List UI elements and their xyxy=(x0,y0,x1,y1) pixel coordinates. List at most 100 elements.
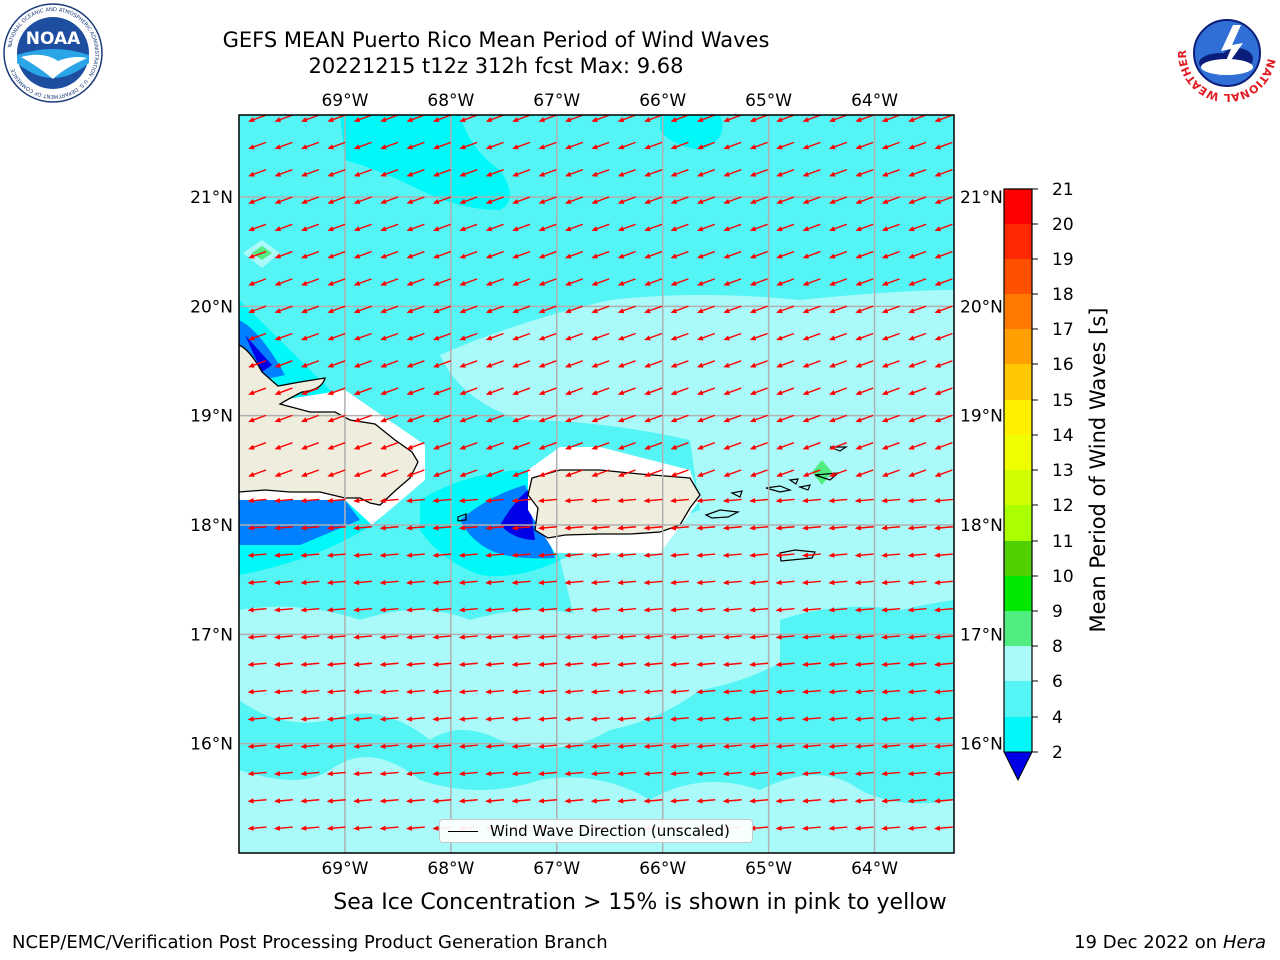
wind-arrow xyxy=(511,716,531,722)
wind-arrow xyxy=(696,442,716,450)
wind-arrow xyxy=(933,579,953,586)
wind-arrow xyxy=(511,607,531,613)
wind-arrow xyxy=(458,607,478,613)
wind-arrow xyxy=(617,387,636,395)
wind-arrow xyxy=(564,469,584,477)
wind-arrow xyxy=(749,579,769,586)
wind-arrow xyxy=(696,716,716,722)
wind-arrow xyxy=(406,141,425,150)
wind-arrow xyxy=(696,115,716,122)
wind-arrow xyxy=(432,196,452,204)
wind-arrow xyxy=(300,141,320,150)
wind-arrow xyxy=(274,141,293,150)
wind-arrow xyxy=(907,498,927,504)
colorbar-tick-label: 9 xyxy=(1052,602,1063,622)
wind-arrow xyxy=(327,223,346,232)
wind-arrow xyxy=(353,250,372,259)
wind-arrow xyxy=(379,634,399,640)
period-contour-8-9-bottom xyxy=(239,757,954,853)
wind-arrow xyxy=(722,552,742,558)
wind-arrow xyxy=(300,634,320,640)
wind-arrow xyxy=(380,278,399,286)
wind-arrow xyxy=(722,661,742,667)
wind-arrow xyxy=(300,169,320,177)
wind-arrow xyxy=(379,743,399,749)
wind-arrow xyxy=(828,469,848,477)
wind-arrow xyxy=(696,579,716,586)
wind-arrow xyxy=(564,607,584,613)
wind-arrow xyxy=(458,579,478,586)
wind-arrow xyxy=(802,332,821,341)
wind-arrow xyxy=(643,498,663,504)
lat-tick-right: 16°N xyxy=(960,735,1003,755)
wind-arrow xyxy=(802,414,821,423)
wind-arrow xyxy=(696,498,716,504)
period-contour-4-6-north xyxy=(340,115,510,210)
wind-arrow xyxy=(485,525,505,531)
period-contour-6-8-patch xyxy=(780,606,954,700)
wind-arrow xyxy=(934,387,953,395)
wind-arrow xyxy=(406,278,425,286)
wind-arrow xyxy=(273,825,293,831)
wind-arrow xyxy=(670,387,689,395)
wind-arrow xyxy=(776,360,795,368)
wind-arrow xyxy=(432,414,452,423)
wind-arrow xyxy=(353,498,373,504)
wind-arrow xyxy=(934,223,953,232)
wind-arrow xyxy=(405,689,425,695)
wind-arrow xyxy=(248,414,267,423)
wind-arrow xyxy=(248,115,267,122)
wind-arrow xyxy=(644,141,663,150)
wind-arrow xyxy=(775,552,795,558)
wind-arrow xyxy=(591,305,610,314)
wind-arrow xyxy=(855,305,874,314)
wind-arrow xyxy=(696,552,716,558)
wind-arrow xyxy=(801,825,821,831)
period-contour-2-4-nw xyxy=(239,320,285,380)
wind-arrow xyxy=(802,223,821,232)
wind-arrow xyxy=(273,798,293,804)
wind-arrow xyxy=(908,360,927,368)
wind-arrow xyxy=(644,360,663,368)
lon-ticks-top: 69°W 68°W 67°W 66°W 65°W 64°W xyxy=(321,91,898,111)
wind-arrow xyxy=(538,196,557,204)
wind-arrow xyxy=(300,442,320,450)
wind-arrow xyxy=(617,661,637,667)
wind-arrow xyxy=(537,771,557,777)
wind-arrow xyxy=(353,442,372,450)
wind-arrow xyxy=(934,278,953,286)
wind-arrow xyxy=(458,661,478,667)
wind-arrow xyxy=(564,798,584,804)
wind-arrow xyxy=(828,771,848,777)
wind-arrow xyxy=(274,469,293,477)
wind-arrow xyxy=(722,689,742,695)
wind-arrow xyxy=(696,798,716,804)
wind-arrow xyxy=(749,196,768,204)
wind-arrow xyxy=(405,634,425,640)
wind-arrow xyxy=(881,771,901,777)
wind-arrow xyxy=(458,798,478,804)
wind-arrow xyxy=(881,250,900,259)
wind-arrow xyxy=(432,798,452,804)
wind-arrow xyxy=(749,661,769,667)
wind-arrow xyxy=(327,196,346,204)
wind-arrow xyxy=(854,607,874,613)
wind-arrow xyxy=(908,169,927,177)
colorbar-bin xyxy=(1004,189,1032,225)
wind-arrow xyxy=(564,250,584,259)
wind-arrow xyxy=(564,525,584,531)
wind-arrow xyxy=(854,661,874,667)
wind-arrow xyxy=(274,250,293,259)
wind-arrow xyxy=(749,305,768,314)
wind-arrow xyxy=(485,607,505,613)
wind-arrow xyxy=(405,552,425,558)
wind-arrow xyxy=(749,498,769,504)
wind-arrow xyxy=(775,525,795,531)
wind-arrow xyxy=(247,634,267,640)
wind-arrow xyxy=(828,305,848,314)
wind-arrow xyxy=(854,771,874,777)
wind-arrow xyxy=(300,332,320,341)
wind-arrow xyxy=(696,414,716,423)
wind-arrow xyxy=(881,278,900,286)
wind-arrow xyxy=(273,607,293,613)
